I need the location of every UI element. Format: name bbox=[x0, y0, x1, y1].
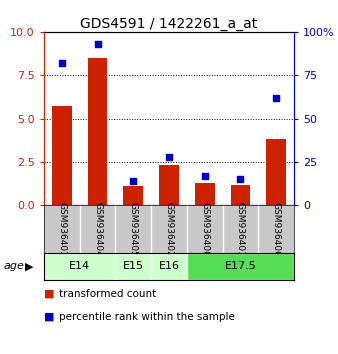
Bar bbox=[44, 253, 115, 280]
Text: GSM936400: GSM936400 bbox=[200, 202, 209, 257]
Bar bbox=[187, 253, 294, 280]
Text: ▶: ▶ bbox=[25, 261, 34, 272]
Text: age: age bbox=[3, 261, 24, 272]
Bar bbox=[195, 183, 215, 205]
Bar bbox=[151, 253, 187, 280]
Bar bbox=[123, 186, 143, 205]
Text: GSM936403: GSM936403 bbox=[57, 202, 66, 257]
Text: percentile rank within the sample: percentile rank within the sample bbox=[59, 312, 235, 322]
Bar bbox=[266, 139, 286, 205]
Title: GDS4591 / 1422261_a_at: GDS4591 / 1422261_a_at bbox=[80, 17, 258, 31]
Point bbox=[59, 60, 65, 66]
Point bbox=[95, 41, 100, 47]
Text: GSM936406: GSM936406 bbox=[272, 202, 281, 257]
Point bbox=[130, 178, 136, 184]
Text: E16: E16 bbox=[159, 261, 179, 272]
Bar bbox=[159, 165, 179, 205]
Bar bbox=[88, 58, 107, 205]
Text: GSM936404: GSM936404 bbox=[93, 202, 102, 257]
Text: E15: E15 bbox=[123, 261, 144, 272]
Text: transformed count: transformed count bbox=[59, 289, 156, 299]
Bar bbox=[115, 253, 151, 280]
Point bbox=[238, 176, 243, 182]
Text: GSM936402: GSM936402 bbox=[165, 202, 173, 257]
Text: GSM936405: GSM936405 bbox=[129, 202, 138, 257]
Text: GSM936401: GSM936401 bbox=[236, 202, 245, 257]
Text: E17.5: E17.5 bbox=[224, 261, 256, 272]
Point bbox=[273, 95, 279, 101]
Bar bbox=[231, 184, 250, 205]
Bar bbox=[52, 107, 72, 205]
Text: E14: E14 bbox=[69, 261, 90, 272]
Point bbox=[166, 154, 172, 160]
Text: ■: ■ bbox=[44, 289, 54, 299]
Point bbox=[202, 173, 208, 179]
Text: ■: ■ bbox=[44, 312, 54, 322]
